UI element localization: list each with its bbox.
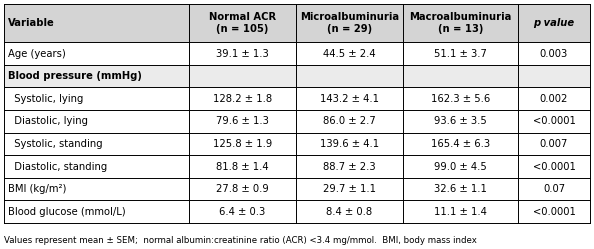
Bar [4,65,590,87]
Text: 93.6 ± 3.5: 93.6 ± 3.5 [434,116,487,126]
Text: Macroalbuminuria
(n = 13): Macroalbuminuria (n = 13) [409,12,511,34]
Text: 29.7 ± 1.1: 29.7 ± 1.1 [323,184,376,194]
Bar [4,4,590,42]
Text: Normal ACR
(n = 105): Normal ACR (n = 105) [209,12,276,34]
Text: <0.0001: <0.0001 [533,116,576,126]
Text: 125.8 ± 1.9: 125.8 ± 1.9 [213,139,272,149]
Text: p value: p value [533,18,574,28]
Text: <0.0001: <0.0001 [533,162,576,172]
Text: 44.5 ± 2.4: 44.5 ± 2.4 [323,49,376,59]
Text: Systolic, lying: Systolic, lying [8,94,83,104]
Text: <0.0001: <0.0001 [533,207,576,217]
Text: 165.4 ± 6.3: 165.4 ± 6.3 [431,139,490,149]
Text: 27.8 ± 0.9: 27.8 ± 0.9 [216,184,269,194]
Text: 11.1 ± 1.4: 11.1 ± 1.4 [434,207,487,217]
Text: 6.4 ± 0.3: 6.4 ± 0.3 [219,207,266,217]
Text: Systolic, standing: Systolic, standing [8,139,103,149]
Text: 139.6 ± 4.1: 139.6 ± 4.1 [320,139,379,149]
Text: 88.7 ± 2.3: 88.7 ± 2.3 [323,162,376,172]
Text: 143.2 ± 4.1: 143.2 ± 4.1 [320,94,379,104]
Text: Values represent mean ± SEM;  normal albumin:creatinine ratio (ACR) <3.4 mg/mmol: Values represent mean ± SEM; normal albu… [4,236,477,245]
Text: 79.6 ± 1.3: 79.6 ± 1.3 [216,116,269,126]
Text: 81.8 ± 1.4: 81.8 ± 1.4 [216,162,269,172]
Text: Age (years): Age (years) [8,49,66,59]
Text: 32.6 ± 1.1: 32.6 ± 1.1 [434,184,487,194]
Text: Diastolic, lying: Diastolic, lying [8,116,88,126]
Text: 86.0 ± 2.7: 86.0 ± 2.7 [323,116,376,126]
Text: BMI (kg/m²): BMI (kg/m²) [8,184,67,194]
Text: 39.1 ± 1.3: 39.1 ± 1.3 [216,49,269,59]
Text: Blood glucose (mmol/L): Blood glucose (mmol/L) [8,207,125,217]
Text: 0.007: 0.007 [540,139,568,149]
Text: Variable: Variable [8,18,55,28]
Text: 99.0 ± 4.5: 99.0 ± 4.5 [434,162,487,172]
Text: 51.1 ± 3.7: 51.1 ± 3.7 [434,49,487,59]
Text: 162.3 ± 5.6: 162.3 ± 5.6 [431,94,490,104]
Text: Diastolic, standing: Diastolic, standing [8,162,108,172]
Text: Blood pressure (mmHg): Blood pressure (mmHg) [8,71,142,81]
Text: 0.002: 0.002 [540,94,568,104]
Text: 128.2 ± 1.8: 128.2 ± 1.8 [213,94,272,104]
Text: Microalbuminuria
(n = 29): Microalbuminuria (n = 29) [300,12,399,34]
Text: 0.07: 0.07 [543,184,565,194]
Text: 0.003: 0.003 [540,49,568,59]
Text: 8.4 ± 0.8: 8.4 ± 0.8 [327,207,372,217]
